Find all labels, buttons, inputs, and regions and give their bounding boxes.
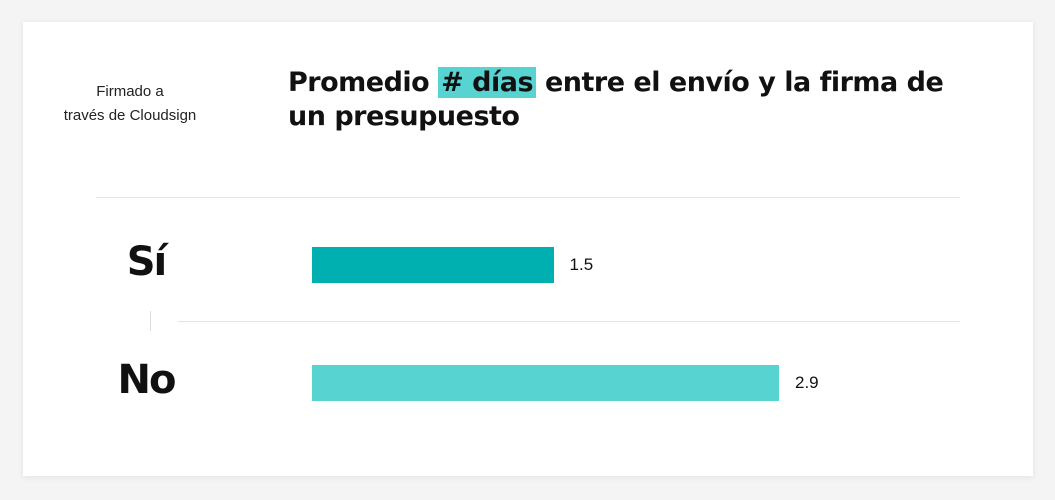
chart-title: Promedio # días entre el envío y la firm…	[288, 66, 968, 134]
title-text-end: entre el envío y la firma de un presupue…	[288, 67, 944, 132]
title-text-start: Promedio	[288, 67, 439, 98]
category-label-no: No	[117, 357, 177, 403]
category-label-si: Sí	[126, 239, 168, 285]
top-divider	[96, 197, 960, 198]
title-highlight: # días	[438, 67, 537, 98]
middle-divider	[178, 321, 960, 322]
value-label-si: 1.5	[569, 255, 594, 274]
divider-tick	[150, 311, 151, 331]
bar-no	[312, 365, 779, 401]
value-label-no: 2.9	[795, 373, 819, 392]
category-axis-caption: Firmado a través de Cloudsign	[63, 83, 197, 124]
bar-si	[312, 247, 554, 283]
